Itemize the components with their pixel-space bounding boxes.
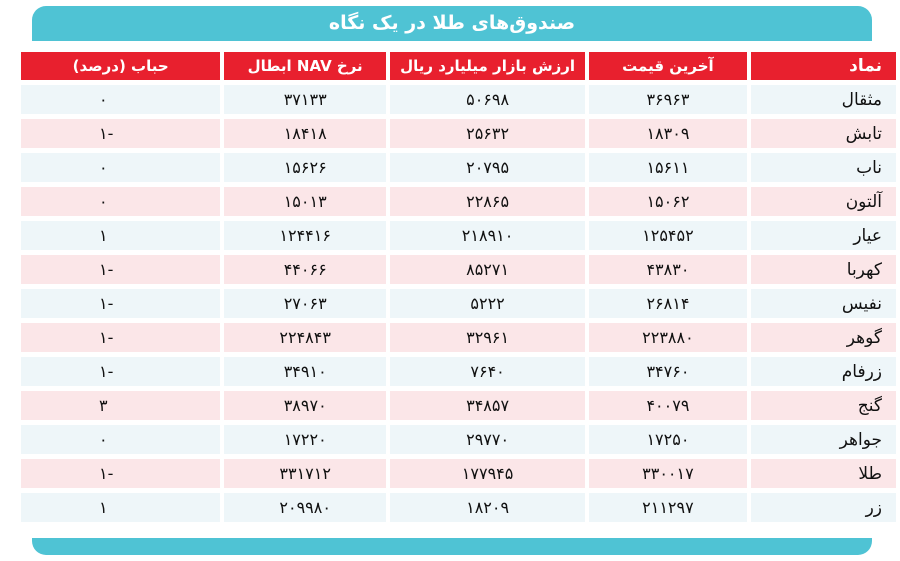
cell-last-price: ۴۳۸۳۰ <box>589 255 747 284</box>
table-row: عیار ۱۲۵۴۵۲ ۲۱۸۹۱۰ ۱۲۴۴۱۶ ۱ <box>21 221 896 250</box>
table-row: ناب ۱۵۶۱۱ ۲۰۷۹۵ ۱۵۶۲۶ ۰ <box>21 153 896 182</box>
cell-market-cap: ۲۰۷۹۵ <box>390 153 586 182</box>
cell-market-cap: ۲۵۶۳۲ <box>390 119 586 148</box>
cell-last-price: ۳۶۹۶۳ <box>589 85 747 114</box>
cell-nav: ۱۷۲۲۰ <box>224 425 387 454</box>
col-header-nav: نرخ NAV ابطال <box>224 52 387 80</box>
cell-bubble: ۰ <box>21 153 221 182</box>
cell-last-price: ۳۳۰۰۱۷ <box>589 459 747 488</box>
cell-last-price: ۱۵۶۱۱ <box>589 153 747 182</box>
page-title: صندوق‌های طلا در یک نگاه <box>328 12 576 34</box>
cell-market-cap: ۳۴۸۵۷ <box>390 391 586 420</box>
table-row: زر ۲۱۱۲۹۷ ۱۸۲۰۹ ۲۰۹۹۸۰ ۱ <box>21 493 896 522</box>
table-row: مثقال ۳۶۹۶۳ ۵۰۶۹۸ ۳۷۱۳۳ ۰ <box>21 85 896 114</box>
table-row: جواهر ۱۷۲۵۰ ۲۹۷۷۰ ۱۷۲۲۰ ۰ <box>21 425 896 454</box>
cell-last-price: ۱۷۲۵۰ <box>589 425 747 454</box>
cell-symbol: گوهر <box>750 323 896 352</box>
cell-symbol: آلتون <box>750 187 896 216</box>
cell-market-cap: ۲۹۷۷۰ <box>390 425 586 454</box>
cell-nav: ۳۸۹۷۰ <box>224 391 387 420</box>
cell-symbol: جواهر <box>750 425 896 454</box>
cell-market-cap: ۲۲۸۶۵ <box>390 187 586 216</box>
cell-symbol: عیار <box>750 221 896 250</box>
cell-market-cap: ۱۸۲۰۹ <box>390 493 586 522</box>
table-body: مثقال ۳۶۹۶۳ ۵۰۶۹۸ ۳۷۱۳۳ ۰ تابش ۱۸۳۰۹ ۲۵۶۳۲ ۱۸۴۱۸… <box>21 85 896 522</box>
cell-nav: ۲۷۰۶۳ <box>224 289 387 318</box>
cell-symbol: نفیس <box>750 289 896 318</box>
cell-nav: ۱۲۴۴۱۶ <box>224 221 387 250</box>
cell-nav: ۱۵۰۱۳ <box>224 187 387 216</box>
col-header-bubble: حباب (درصد) <box>21 52 221 80</box>
cell-last-price: ۱۵۰۶۲ <box>589 187 747 216</box>
cell-nav: ۴۴۰۶۶ <box>224 255 387 284</box>
cell-symbol: کهربا <box>750 255 896 284</box>
cell-symbol: طلا <box>750 459 896 488</box>
cell-last-price: ۴۰۰۷۹ <box>589 391 747 420</box>
cell-nav: ۳۳۱۷۱۲ <box>224 459 387 488</box>
cell-bubble: ۱- <box>21 357 221 386</box>
cell-bubble: ۱- <box>21 255 221 284</box>
cell-nav: ۱۸۴۱۸ <box>224 119 387 148</box>
cell-symbol: زرفام <box>750 357 896 386</box>
table-row: زرفام ۳۴۷۶۰ ۷۶۴۰ ۳۴۹۱۰ ۱- <box>21 357 896 386</box>
cell-bubble: ۱- <box>21 119 221 148</box>
cell-last-price: ۱۸۳۰۹ <box>589 119 747 148</box>
cell-market-cap: ۵۲۲۲ <box>390 289 586 318</box>
table-row: طلا ۳۳۰۰۱۷ ۱۷۷۹۴۵ ۳۳۱۷۱۲ ۱- <box>21 459 896 488</box>
cell-nav: ۳۷۱۳۳ <box>224 85 387 114</box>
cell-symbol: زر <box>750 493 896 522</box>
table-row: کهربا ۴۳۸۳۰ ۸۵۲۷۱ ۴۴۰۶۶ ۱- <box>21 255 896 284</box>
cell-last-price: ۳۴۷۶۰ <box>589 357 747 386</box>
cell-bubble: ۱- <box>21 323 221 352</box>
cell-nav: ۲۲۴۸۴۳ <box>224 323 387 352</box>
cell-bubble: ۰ <box>21 425 221 454</box>
gold-funds-table: نماد آخرین قیمت ارزش بازار میلیارد ریال … <box>17 47 900 527</box>
cell-market-cap: ۱۷۷۹۴۵ <box>390 459 586 488</box>
col-header-symbol: نماد <box>750 52 896 80</box>
cell-symbol: مثقال <box>750 85 896 114</box>
table-row: آلتون ۱۵۰۶۲ ۲۲۸۶۵ ۱۵۰۱۳ ۰ <box>21 187 896 216</box>
cell-market-cap: ۸۵۲۷۱ <box>390 255 586 284</box>
col-header-market-cap: ارزش بازار میلیارد ریال <box>390 52 586 80</box>
cell-bubble: ۰ <box>21 187 221 216</box>
table-row: نفیس ۲۶۸۱۴ ۵۲۲۲ ۲۷۰۶۳ ۱- <box>21 289 896 318</box>
col-header-last-price: آخرین قیمت <box>589 52 747 80</box>
cell-bubble: ۱ <box>21 221 221 250</box>
cell-symbol: گنج <box>750 391 896 420</box>
cell-last-price: ۲۶۸۱۴ <box>589 289 747 318</box>
cell-bubble: ۱ <box>21 493 221 522</box>
table-row: گوهر ۲۲۳۸۸۰ ۳۲۹۶۱ ۲۲۴۸۴۳ ۱- <box>21 323 896 352</box>
cell-nav: ۳۴۹۱۰ <box>224 357 387 386</box>
cell-market-cap: ۲۱۸۹۱۰ <box>390 221 586 250</box>
cell-market-cap: ۳۲۹۶۱ <box>390 323 586 352</box>
cell-nav: ۱۵۶۲۶ <box>224 153 387 182</box>
cell-bubble: ۱- <box>21 289 221 318</box>
cell-nav: ۲۰۹۹۸۰ <box>224 493 387 522</box>
cell-last-price: ۲۱۱۲۹۷ <box>589 493 747 522</box>
table-row: تابش ۱۸۳۰۹ ۲۵۶۳۲ ۱۸۴۱۸ ۱- <box>21 119 896 148</box>
cell-market-cap: ۷۶۴۰ <box>390 357 586 386</box>
cell-bubble: ۰ <box>21 85 221 114</box>
cell-last-price: ۲۲۳۸۸۰ <box>589 323 747 352</box>
header-row: نماد آخرین قیمت ارزش بازار میلیارد ریال … <box>21 52 896 80</box>
cell-symbol: تابش <box>750 119 896 148</box>
cell-bubble: ۳ <box>21 391 221 420</box>
cell-market-cap: ۵۰۶۹۸ <box>390 85 586 114</box>
cell-bubble: ۱- <box>21 459 221 488</box>
cell-symbol: ناب <box>750 153 896 182</box>
table-row: گنج ۴۰۰۷۹ ۳۴۸۵۷ ۳۸۹۷۰ ۳ <box>21 391 896 420</box>
cell-last-price: ۱۲۵۴۵۲ <box>589 221 747 250</box>
